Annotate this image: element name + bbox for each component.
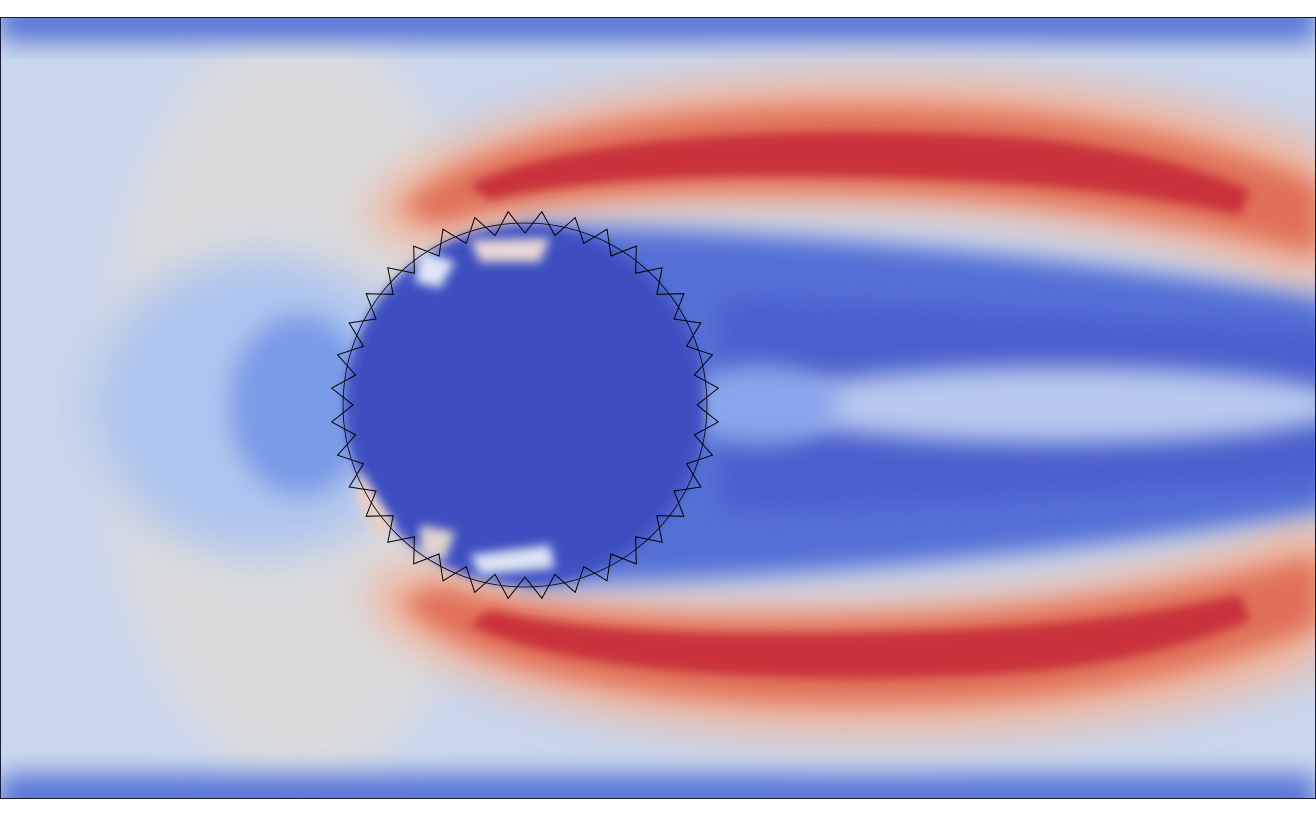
- boundary-zigzag: [330, 210, 720, 600]
- obstacle-region: [345, 225, 705, 585]
- wake-region: [520, 225, 1316, 585]
- lower-shear-layer: [360, 516, 1316, 735]
- top-wall-layer: [0, 18, 1316, 42]
- upper-shear-layer: [360, 75, 1316, 294]
- boundary-circle: [342, 222, 708, 588]
- obstacle-boundary-markers: [330, 210, 720, 600]
- bottom-wall-layer: [0, 774, 1316, 798]
